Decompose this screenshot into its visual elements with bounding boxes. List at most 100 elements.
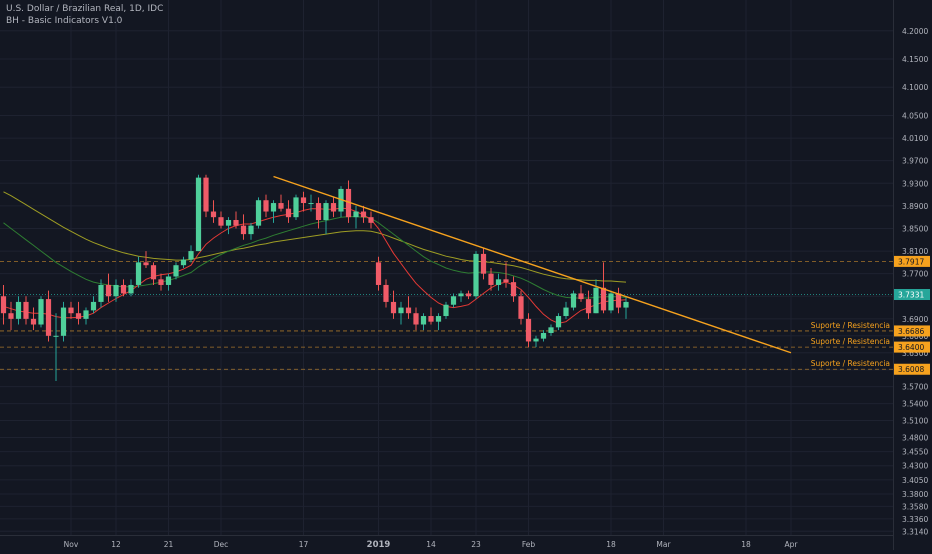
candle-up xyxy=(458,293,464,297)
candle-up xyxy=(533,338,539,342)
candle-up xyxy=(323,203,329,221)
price-tag-label: 3.7331 xyxy=(898,291,924,300)
candle-up xyxy=(60,307,67,336)
support-level-label: Suporte / Resistencia xyxy=(811,337,890,346)
x-tick-label: 12 xyxy=(111,540,121,549)
candle-down xyxy=(585,299,592,314)
candle-up xyxy=(128,284,134,294)
symbol-title[interactable]: U.S. Dollar / Brazilian Real, 1D, IDC xyxy=(6,4,164,14)
candle-up xyxy=(255,200,262,226)
x-tick-label: Mar xyxy=(656,540,671,549)
candle-up xyxy=(90,301,97,311)
candle-down xyxy=(518,296,524,319)
candle-down xyxy=(218,217,224,226)
candle-up xyxy=(270,203,277,212)
price-levels: Suporte / Resistencia Suporte / Resistenc… xyxy=(0,261,893,370)
trendline xyxy=(273,175,792,354)
candle-down xyxy=(45,299,52,336)
y-tick-label: 3.3360 xyxy=(902,515,928,524)
candle-down xyxy=(30,318,37,325)
candle-up xyxy=(83,310,89,319)
y-tick-label: 3.4300 xyxy=(902,462,928,471)
candle-down xyxy=(480,253,487,274)
candle-up xyxy=(443,304,449,317)
y-tick-label: 3.4050 xyxy=(902,476,928,485)
y-tick-label: 3.3140 xyxy=(902,527,928,536)
candle-down xyxy=(75,313,82,319)
candles xyxy=(0,174,629,381)
x-tick-label: Dec xyxy=(214,540,229,549)
x-tick-label: 21 xyxy=(164,540,174,549)
y-tick-label: 3.3580 xyxy=(902,502,928,511)
candle-down xyxy=(405,307,412,314)
candle-down xyxy=(330,203,337,212)
candle-down xyxy=(203,177,209,212)
x-tick-label: 17 xyxy=(299,540,309,549)
price-tag-label: 3.6400 xyxy=(898,343,924,352)
x-tick-label: 14 xyxy=(426,540,436,549)
candle-down xyxy=(615,293,622,308)
candle-up xyxy=(420,316,427,325)
support-level-label: Suporte / Resistencia xyxy=(811,359,890,368)
trendline-layer xyxy=(273,175,792,354)
candle-up xyxy=(435,316,442,322)
price-tag-label: 3.6008 xyxy=(898,365,924,374)
indicator-title[interactable]: BH - Basic Indicators V1.0 xyxy=(6,16,123,26)
moving-averages xyxy=(3,191,627,324)
candle-down xyxy=(488,273,494,285)
candle-down xyxy=(503,279,509,283)
candle-down xyxy=(525,318,532,342)
y-tick-label: 3.5400 xyxy=(902,400,928,409)
x-tick-label: 2019 xyxy=(367,540,391,550)
x-tick-label: Nov xyxy=(64,540,79,549)
y-tick-label: 4.1000 xyxy=(902,83,928,92)
y-tick-label: 3.8900 xyxy=(902,202,928,211)
ma-fast-line xyxy=(3,207,627,324)
candle-down xyxy=(345,188,352,218)
candle-down xyxy=(263,200,269,212)
candle-up xyxy=(180,259,187,266)
candle-up xyxy=(188,251,194,260)
candle-up xyxy=(398,307,404,314)
candle-up xyxy=(353,211,359,218)
y-tick-label: 3.8500 xyxy=(902,224,928,233)
candle-down xyxy=(23,301,29,319)
candle-down xyxy=(158,279,164,285)
candle-up xyxy=(450,296,457,305)
support-level-label: Suporte / Resistencia xyxy=(811,321,890,330)
candle-up xyxy=(593,287,599,314)
candle-up xyxy=(113,284,119,297)
y-tick-label: 4.0500 xyxy=(902,111,928,120)
time-axis[interactable]: Nov 12 21 Dec 17 2019 14 23 Feb 18 Mar 18 Apr xyxy=(0,535,893,551)
candle-up xyxy=(15,301,22,319)
y-tick-label: 3.6900 xyxy=(902,315,928,324)
candle-down xyxy=(600,287,607,311)
y-tick-label: 3.5100 xyxy=(902,417,928,426)
y-tick-label: 3.3800 xyxy=(902,490,928,499)
x-tick-label: 23 xyxy=(471,540,481,549)
candle-down xyxy=(390,301,397,314)
candle-up xyxy=(135,262,142,285)
candle-down xyxy=(105,284,112,297)
candle-up xyxy=(548,327,554,333)
candle-down xyxy=(368,217,374,223)
candle-down xyxy=(285,208,292,218)
candle-up xyxy=(308,203,314,205)
candle-up xyxy=(540,332,547,339)
y-tick-label: 3.4800 xyxy=(902,433,928,442)
candle-down xyxy=(240,225,247,235)
y-tick-label: 3.5700 xyxy=(902,383,928,392)
y-tick-label: 4.0100 xyxy=(902,134,928,143)
candle-up xyxy=(473,253,479,297)
candle-up xyxy=(165,276,172,285)
x-tick-label: Feb xyxy=(522,540,536,549)
candle-up xyxy=(195,177,202,252)
candle-up xyxy=(608,293,614,311)
candle-up xyxy=(570,293,577,308)
price-tag-box xyxy=(894,325,930,337)
y-tick-label: 3.9300 xyxy=(902,179,928,188)
candle-up xyxy=(225,220,232,226)
candle-down xyxy=(375,262,382,285)
